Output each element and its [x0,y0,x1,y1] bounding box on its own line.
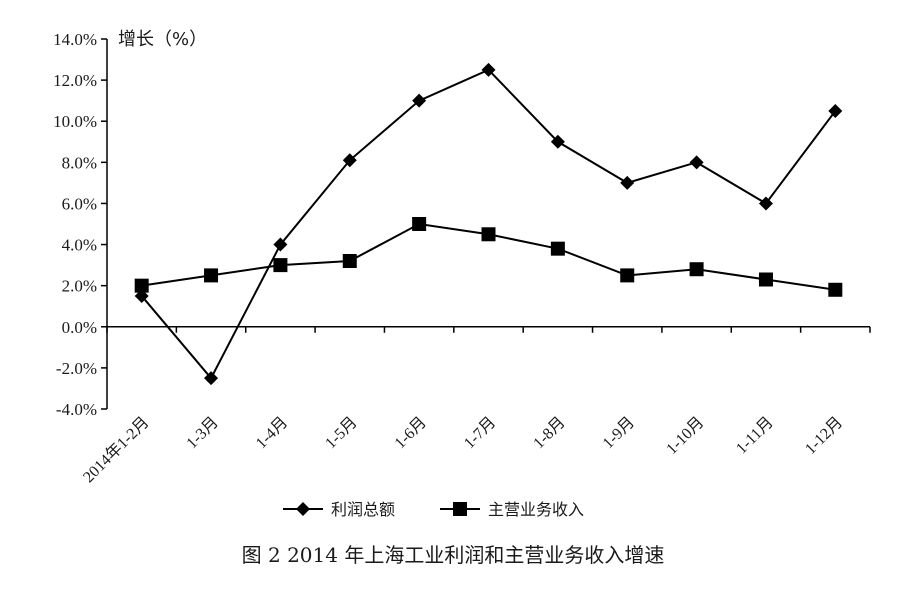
x-tick-label: 1-12月 [802,414,846,458]
x-tick-label: 1-11月 [733,414,777,458]
data-point [620,268,635,283]
legend-marker [296,502,310,516]
y-tick-label: 10.0% [53,112,97,131]
legend: 利润总额 主营业务收入 [283,500,584,519]
y-tick-label: -4.0% [56,400,97,419]
data-point [273,237,288,252]
y-tick-label: 4.0% [62,236,97,255]
data-point [134,278,149,293]
series-profit [134,62,843,386]
y-tick-label: -2.0% [56,359,97,378]
series-revenue [134,217,843,297]
y-tick-labels: -4.0% -2.0% 0.0% 2.0% 4.0% 6.0% 8.0% 10.0% 12.0%… [53,30,97,419]
data-point [481,62,496,77]
data-point [828,103,843,118]
x-tick-label: 1-4月 [253,414,291,452]
x-tick-labels: 2014年1-2月 1-3月 1-4月 1-5月 1-6月 1-7月 1-8月 1-9月 1-1… [79,413,846,486]
x-tick-label: 1-3月 [183,414,221,452]
data-point [481,227,496,242]
y-tick-label: 12.0% [53,71,97,90]
data-point [412,93,427,108]
data-point [273,258,288,273]
legend-item: 主营业务收入 [440,500,584,519]
axes [101,38,871,410]
y-tick-label: 14.0% [53,30,97,49]
data-point [758,272,773,287]
data-point [758,196,773,211]
y-tick-label: 6.0% [62,194,97,213]
y-tick-label: 2.0% [62,277,97,296]
y-tick-label: 0.0% [62,318,97,337]
y-axis-label: 增长（%） [118,29,207,50]
data-point [204,371,219,386]
x-tick-label: 1-10月 [663,414,707,458]
data-point [342,254,357,268]
x-tick-label: 1-9月 [600,414,638,452]
x-tick-label: 1-8月 [530,414,568,452]
legend-item: 利润总额 [283,500,395,519]
series-layer [134,62,843,386]
legend-label: 主营业务收入 [488,500,584,519]
data-point [550,134,565,149]
data-point [412,217,427,231]
legend-marker [453,502,467,516]
chart-caption: 图 2 2014 年上海工业利润和主营业务收入增速 [242,543,665,567]
data-point [204,268,219,283]
x-tick-label: 2014年1-2月 [79,413,152,486]
data-point [550,241,565,256]
x-tick-label: 1-6月 [392,414,430,452]
x-tick-label: 1-7月 [461,414,499,452]
legend-label: 利润总额 [331,500,395,519]
data-point [828,282,843,297]
data-point [342,153,357,168]
data-point [620,175,635,190]
x-tick-label: 1-5月 [322,414,360,452]
data-point [689,155,704,170]
y-tick-label: 8.0% [62,153,97,172]
data-point [689,262,704,277]
